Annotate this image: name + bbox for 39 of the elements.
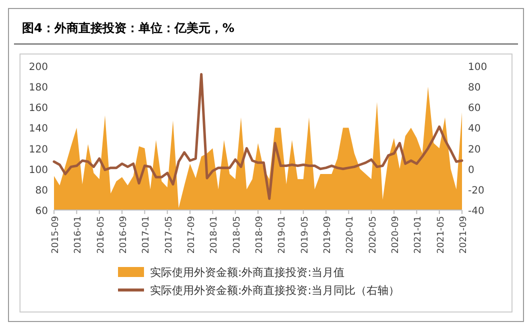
y2-tick-label: 60 <box>468 103 481 114</box>
y-tick-label: 140 <box>28 124 48 135</box>
x-tick-label: 2016-09 <box>119 216 129 254</box>
y2-tick-label: -40 <box>468 206 484 217</box>
x-tick-label: 2019-05 <box>300 216 310 254</box>
chart-title: 图4：外商直接投资：单位：亿美元，% <box>22 21 234 35</box>
y2-tick-label: 40 <box>468 124 481 135</box>
x-tick-label: 2018-05 <box>232 216 242 254</box>
y-tick-label: 160 <box>28 103 48 114</box>
x-tick-label: 2017-05 <box>164 216 174 254</box>
y-tick-label: 120 <box>28 144 48 156</box>
legend-label: 实际使用外资金额:外商直接投资:当月同比（右轴） <box>150 284 400 297</box>
y-tick-label: 200 <box>28 62 48 73</box>
y2-tick-label: 80 <box>468 82 481 94</box>
x-tick-label: 2021-09 <box>459 216 469 254</box>
line-series <box>52 72 464 200</box>
x-tick-label: 2017-01 <box>142 216 152 254</box>
x-tick-label: 2018-01 <box>210 216 220 254</box>
x-tick-label: 2020-01 <box>346 216 356 254</box>
x-tick-label: 2019-09 <box>323 216 333 254</box>
x-tick-label: 2017-09 <box>187 216 197 254</box>
y-tick-label: 180 <box>28 82 48 94</box>
x-tick-label: 2021-05 <box>436 216 446 254</box>
y-tick-label: 60 <box>35 206 48 217</box>
y2-tick-label: 20 <box>468 144 481 156</box>
y2-tick-label: -20 <box>468 185 484 196</box>
x-tick-label: 2019-01 <box>278 216 288 254</box>
x-tick-label: 2020-05 <box>368 216 378 254</box>
x-tick-label: 2021-01 <box>414 216 424 254</box>
y2-tick-label: 100 <box>468 62 488 73</box>
x-tick-label: 2015-09 <box>51 216 61 254</box>
y2-tick-label: 0 <box>468 164 474 176</box>
x-tick-label: 2016-05 <box>96 216 106 254</box>
x-tick-label: 2020-09 <box>391 216 401 254</box>
x-tick-label: 2016-01 <box>74 216 84 254</box>
x-tick-label: 2018-09 <box>255 216 265 254</box>
y-tick-label: 80 <box>35 185 48 196</box>
legend-label: 实际使用外资金额:外商直接投资:当月值 <box>150 266 344 279</box>
y-tick-label: 100 <box>28 164 48 176</box>
